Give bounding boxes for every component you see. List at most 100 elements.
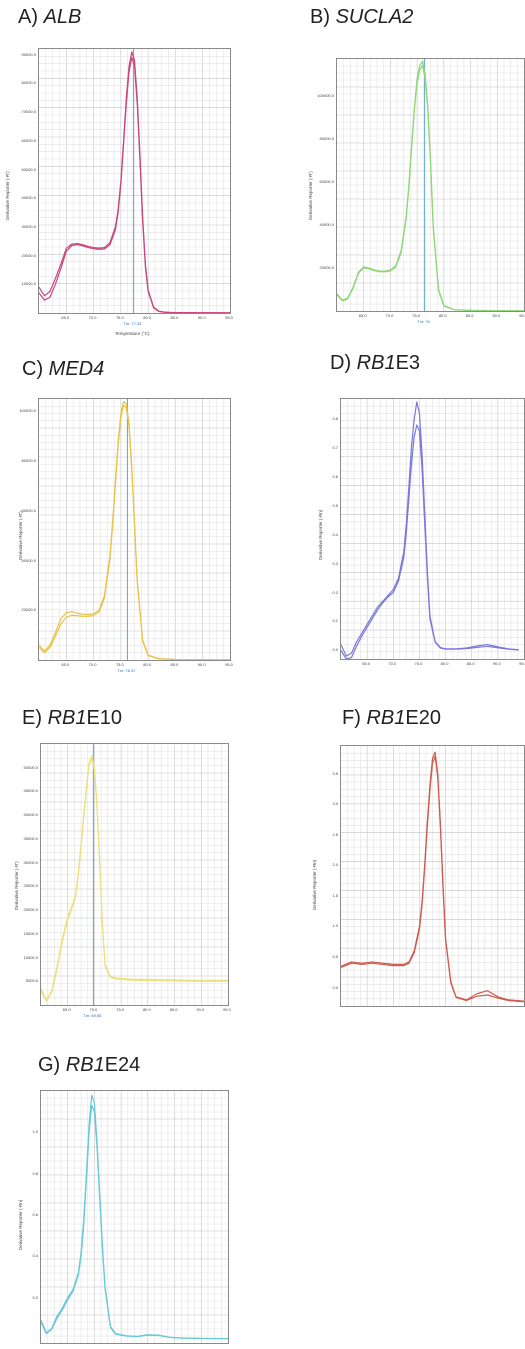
plot-e-svg	[41, 744, 228, 1005]
plot-f-ytick-label: 2.0	[332, 862, 338, 867]
plot-b-xtick-label: 65.0	[359, 313, 367, 318]
plot-g-ytick-label: 0.2	[32, 1295, 38, 1300]
plot-a-xtick-label: 85.0	[171, 315, 179, 320]
plot-a-xtick-label: 95.0	[225, 315, 233, 320]
plot-d-ytick-label: 0.3	[332, 561, 338, 566]
plot-a-grid	[39, 49, 230, 313]
plot-b-ytick-label: 60000.0	[320, 179, 334, 184]
plot-a-ytick-label: 80000.0	[22, 80, 36, 85]
plot-d-ytick-label: 0.4	[332, 532, 338, 537]
plot-a-ytick-label: 30000.0	[22, 224, 36, 229]
panel-e-suffix: E10	[86, 707, 122, 729]
plot-c-ytick-label: 20000.0	[22, 607, 36, 612]
plot-a-ytick-label: 60000.0	[22, 138, 36, 143]
plot-a-ytick-label: 10000.0	[22, 281, 36, 286]
plot-f-ytick-label: 0.5	[332, 954, 338, 959]
plot-f-ytick-label: 1.5	[332, 893, 338, 898]
plot-c-xtick-label: 90.0	[198, 662, 206, 667]
plot-e-ytick-label: 25000.0	[24, 883, 38, 888]
panel-a-letter: A)	[18, 6, 38, 28]
plot-g-ytick-label: 0.8	[32, 1171, 38, 1176]
plot-d-ytick-label: 0.1	[332, 618, 338, 623]
plot-d-xtick-label: 70.0	[388, 661, 396, 666]
plot-g-svg	[41, 1091, 228, 1343]
panel-g-letter: G)	[38, 1054, 60, 1076]
plot-e-grid	[41, 744, 228, 1005]
plot-e-tm-label: Tm: 69.85	[83, 1013, 101, 1018]
plot-g-ytick-label: 0.4	[32, 1253, 38, 1258]
panel-b-title: B) SUCLA2	[310, 6, 413, 29]
plot-a-xtick-label: 65.0	[61, 315, 69, 320]
plot-b-ytick-label: 80000.0	[320, 136, 334, 141]
plot-d-ytick-label: 0.8	[332, 416, 338, 421]
plot-b-svg	[337, 59, 524, 311]
plot-d-ytick-label: 0.7	[332, 445, 338, 450]
plot-f-svg	[341, 746, 524, 1006]
panel-c-gene: MED4	[49, 358, 105, 380]
panel-f-gene: RB1	[366, 707, 405, 729]
plot-a-xtick-label: 80.0	[143, 315, 151, 320]
plot-a-ytick-label: 20000.0	[22, 253, 36, 258]
plot-d	[340, 398, 525, 660]
plot-a-xtick-label: 75.0	[116, 315, 124, 320]
ylabel-b: Derivative Reporter (-R')	[308, 171, 313, 220]
plot-e-xtick-label: 80.0	[143, 1007, 151, 1012]
plot-e-ytick-label: 15000.0	[24, 931, 38, 936]
plot-d-xtick-label: 95.0	[519, 661, 525, 666]
plot-b-ytick-label: 40000.0	[320, 222, 334, 227]
plot-f-ytick-label: 2.5	[332, 832, 338, 837]
plot-a-ytick-label: 70000.0	[22, 109, 36, 114]
plot-g-ytick-label: 1.0	[32, 1129, 38, 1134]
plot-b-xtick-label: 90.0	[492, 313, 500, 318]
ylabel-e: Derivative Reporter (-R')	[14, 861, 19, 910]
plot-e-ytick-label: 5000.0	[26, 978, 38, 983]
plot-g	[40, 1090, 229, 1344]
panel-g-title: G) RB1E24	[38, 1054, 140, 1077]
plot-b-grid	[337, 59, 524, 311]
plot-c-xtick-label: 85.0	[171, 662, 179, 667]
plot-e-ytick-label: 20000.0	[24, 907, 38, 912]
plot-c-xtick-label: 70.0	[89, 662, 97, 667]
plot-f-ytick-label: 0.0	[332, 985, 338, 990]
plot-b-xtick-label: 80.0	[439, 313, 447, 318]
plot-e-xtick-label: 90.0	[196, 1007, 204, 1012]
plot-c-xtick-label: 95.0	[225, 662, 233, 667]
plot-e-xtick-label: 85.0	[170, 1007, 178, 1012]
plot-e	[40, 743, 229, 1006]
plot-c-xtick-label: 65.0	[61, 662, 69, 667]
plot-a-svg	[39, 49, 230, 313]
plot-c-xtick-label: 80.0	[143, 662, 151, 667]
panel-b-letter: B)	[310, 6, 330, 28]
plot-e-xtick-label: 75.0	[116, 1007, 124, 1012]
plot-a	[38, 48, 231, 314]
plot-d-grid	[341, 399, 524, 659]
plot-b	[336, 58, 525, 312]
panel-d-title: D) RB1E3	[330, 352, 420, 375]
panel-e-letter: E)	[22, 707, 42, 729]
panel-d-letter: D)	[330, 352, 351, 374]
plot-e-xtick-label: 65.0	[63, 1007, 71, 1012]
ylabel-d: Derivative Reporter (-Rn)	[318, 510, 323, 560]
plot-f-ytick-label: 3.5	[332, 771, 338, 776]
plot-a-tm-label: Tm: 77.33	[123, 321, 141, 326]
plot-d-ytick-label: 0.0	[332, 647, 338, 652]
plot-a-xtick-label: 90.0	[198, 315, 206, 320]
plot-b-xtick-label: 75.0	[412, 313, 420, 318]
plot-e-ytick-label: 10000.0	[24, 955, 38, 960]
plot-c-tm-label: Tm: 76.47	[117, 668, 135, 673]
plot-f	[340, 745, 525, 1007]
plot-c-svg	[39, 399, 230, 660]
plot-e-ytick-label: 40000.0	[24, 812, 38, 817]
plot-f-ytick-label: 3.0	[332, 801, 338, 806]
plot-g-grid	[41, 1091, 228, 1343]
ylabel-g: Derivative Reporter (-Rn)	[18, 1200, 23, 1250]
plot-b-tm-label: Tm: 76	[417, 319, 429, 324]
panel-b-gene: SUCLA2	[336, 6, 414, 28]
plot-d-svg	[341, 399, 524, 659]
panel-a-title: A) ALB	[18, 6, 81, 29]
panel-f-suffix: E20	[405, 707, 441, 729]
plot-d-xtick-label: 85.0	[467, 661, 475, 666]
plot-a-ytick-label: 40000.0	[22, 195, 36, 200]
plot-a-xtick-label: 70.0	[89, 315, 97, 320]
plot-c-xtick-label: 75.0	[116, 662, 124, 667]
